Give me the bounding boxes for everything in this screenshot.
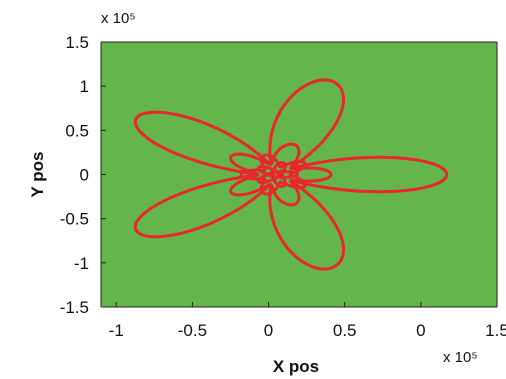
y-multiplier-label: x 10⁵ (101, 10, 136, 27)
x-tick-label: 0 (416, 321, 425, 340)
x-tick-group: -1 -0.5 0 0.5 0 1.5 (109, 302, 506, 340)
y-tick-label: 0.5 (65, 121, 89, 140)
x-multiplier-label: x 10⁵ (443, 349, 478, 366)
curve-group (133, 78, 449, 271)
y-tick-group: 1.5 1 0.5 0 -0.5 -1 -1.5 (60, 33, 106, 317)
curve-ring-2 (229, 142, 333, 207)
y-tick-label: 1.5 (65, 33, 89, 52)
x-tick-label: -1 (109, 321, 124, 340)
x-axis-title: X pos (273, 357, 319, 376)
y-tick-label: -1 (74, 254, 89, 273)
x-tick-label: -0.5 (178, 321, 207, 340)
curve-ring-5 (265, 167, 286, 182)
y-tick-label: 0 (80, 166, 89, 185)
x-tick-label: 0 (264, 321, 273, 340)
y-tick-label: -1.5 (60, 298, 89, 317)
x-tick-label: 0.5 (333, 321, 357, 340)
y-tick-label: -0.5 (60, 210, 89, 229)
x-tick-label: 1.5 (485, 321, 506, 340)
y-axis-title: Y pos (28, 152, 47, 198)
plot-area (101, 42, 497, 307)
y-tick-label: 1 (80, 77, 89, 96)
